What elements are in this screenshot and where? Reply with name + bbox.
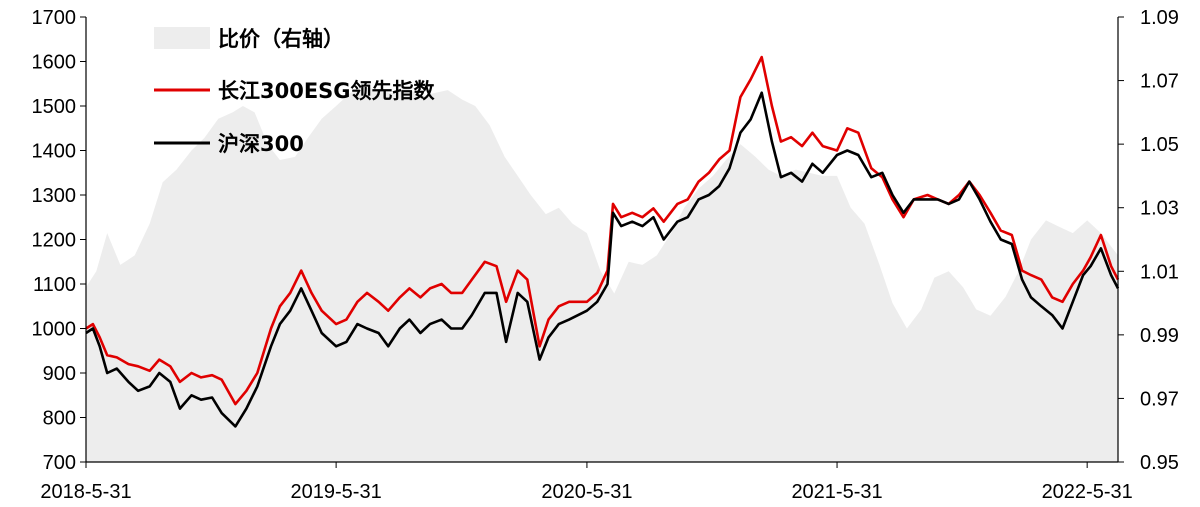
x-tick-label: 2020-5-31 bbox=[541, 481, 632, 503]
y-right-tick-label: 1.09 bbox=[1140, 7, 1179, 29]
x-tick-label: 2021-5-31 bbox=[791, 481, 882, 503]
line-series-2 bbox=[85, 91, 1120, 428]
y-left-tick-label: 1000 bbox=[32, 319, 77, 341]
legend-swatch-area bbox=[154, 27, 210, 49]
y-right-tick-label: 1.03 bbox=[1140, 198, 1179, 220]
area-layer bbox=[86, 86, 1118, 463]
y-left-tick-label: 800 bbox=[43, 408, 76, 430]
y-left-tick-label: 900 bbox=[43, 363, 76, 385]
y-left-tick-label: 1500 bbox=[32, 96, 77, 118]
x-tick-label: 2018-5-31 bbox=[40, 481, 131, 503]
y-left-tick-label: 1700 bbox=[32, 7, 77, 29]
y-right-tick-label: 0.97 bbox=[1140, 388, 1179, 410]
area-series-ratio bbox=[86, 86, 1118, 463]
y-right-tick-label: 0.99 bbox=[1140, 325, 1179, 347]
y-left-tick-label: 1400 bbox=[32, 141, 77, 163]
y-right-tick-label: 1.01 bbox=[1140, 261, 1179, 283]
y-right-tick-label: 1.05 bbox=[1140, 134, 1179, 156]
legend-label: 长江300ESG领先指数 bbox=[218, 79, 436, 103]
y-left-tick-label: 1300 bbox=[32, 185, 77, 207]
y-left-tick-label: 1200 bbox=[32, 230, 77, 252]
legend-label: 比价（右轴） bbox=[218, 27, 344, 51]
legend-label: 沪深300 bbox=[218, 132, 304, 156]
x-tick-label: 2022-5-31 bbox=[1042, 481, 1133, 503]
y-right-tick-label: 1.07 bbox=[1140, 71, 1179, 93]
lines-layer bbox=[85, 55, 1120, 428]
y-right-tick-label: 0.95 bbox=[1140, 452, 1179, 474]
x-tick-label: 2019-5-31 bbox=[291, 481, 382, 503]
y-left-tick-label: 1100 bbox=[33, 274, 76, 296]
y-left-tick-label: 1600 bbox=[32, 52, 77, 74]
axes-layer: 700 800 900 1000 1100 1200 1300 1400 1500 1600 170… bbox=[32, 7, 1179, 503]
y-left-tick-label: 700 bbox=[43, 452, 76, 474]
